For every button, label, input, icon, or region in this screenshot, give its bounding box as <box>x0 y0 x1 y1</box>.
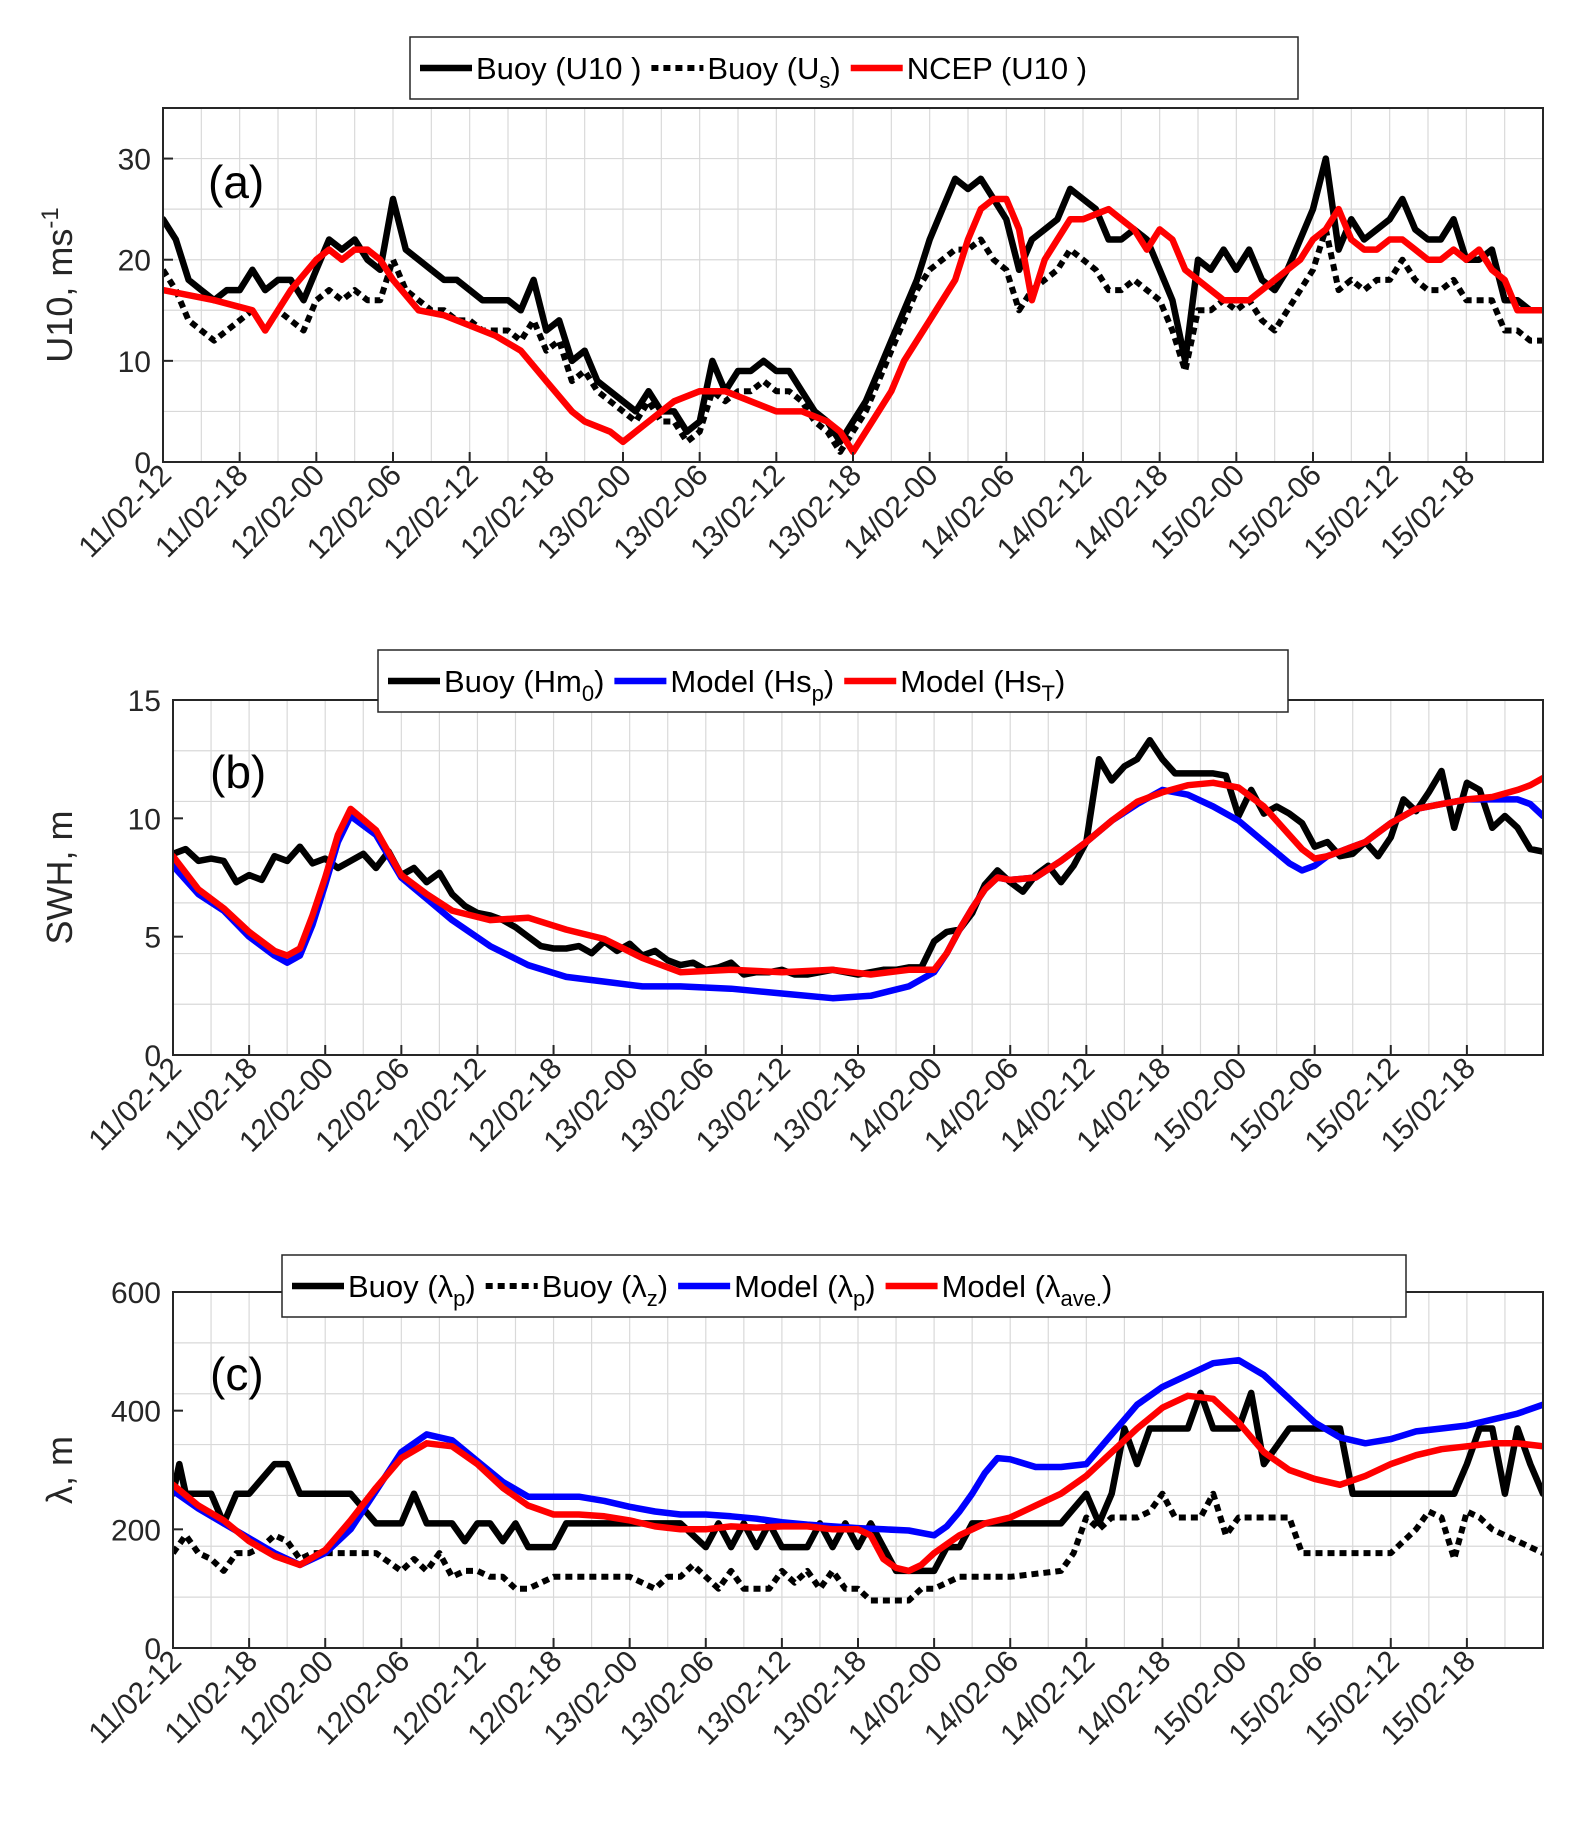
series-line-model-ave- <box>173 1392 1543 1575</box>
legend: Buoy (λp) Buoy (λz) Model (λp) Model (λave.… <box>281 1254 1407 1318</box>
y-tick-label: 200 <box>111 1514 161 1547</box>
series-line-ncep-u10- <box>163 195 1543 456</box>
panel-label: (c) <box>210 1348 264 1400</box>
legend: Buoy (Hm0) Model (Hsp) Model (HsT) <box>377 649 1289 713</box>
y-axis-label: U10, ms-1 <box>37 207 80 362</box>
panel-label: (a) <box>208 156 264 208</box>
legend-label: Buoy (Hm0) <box>444 664 604 706</box>
legend-label: Buoy (U10 ) <box>476 51 641 86</box>
y-tick-label: 10 <box>128 803 161 836</box>
series-line-model-hst- <box>173 774 1543 978</box>
legend-label: Model (λave.) <box>942 1269 1113 1311</box>
series-line-buoy-z- <box>173 1490 1543 1604</box>
series-line-buoy-p- <box>173 1389 1543 1575</box>
legend-label: Model (λp) <box>734 1269 875 1311</box>
legend-label: NCEP (U10 ) <box>907 51 1087 86</box>
y-tick-label: 0 <box>144 1633 161 1666</box>
series-line-model-p- <box>173 1356 1543 1569</box>
chart-panel-2: 05101511/02-1211/02-1812/02-0012/02-0612… <box>39 649 1544 1159</box>
y-tick-label: 30 <box>118 144 151 177</box>
series-group <box>173 736 1543 1002</box>
y-tick-label: 10 <box>118 346 151 379</box>
y-tick-label: 600 <box>111 1277 161 1310</box>
y-tick-label: 15 <box>128 685 161 718</box>
y-tick-label: 0 <box>144 1040 161 1073</box>
legend-box <box>377 649 1289 713</box>
chart-panel-1: 010203011/02-1211/02-1812/02-0012/02-061… <box>37 36 1544 566</box>
legend-label: Buoy (Us) <box>707 51 840 93</box>
series-group <box>163 155 1543 456</box>
y-axis-label: SWH, m <box>39 811 80 945</box>
y-tick-label: 400 <box>111 1396 161 1429</box>
legend-label: Model (Hsp) <box>670 664 834 706</box>
chart-panel-3: 020040060011/02-1211/02-1812/02-0012/02-… <box>39 1254 1544 1752</box>
y-tick-label: 20 <box>118 245 151 278</box>
series-line-buoy-us- <box>163 226 1543 455</box>
y-axis-label: λ, m <box>39 1436 80 1504</box>
legend-label: Buoy (λp) <box>348 1269 476 1311</box>
legend-label: Buoy (λz) <box>542 1269 668 1311</box>
y-tick-label: 0 <box>134 447 151 480</box>
series-line-buoy-u10- <box>163 155 1543 446</box>
panel-label: (b) <box>210 746 266 798</box>
y-tick-label: 5 <box>144 922 161 955</box>
legend: Buoy (U10 ) Buoy (Us) NCEP (U10 ) <box>409 36 1299 100</box>
legend-label: Model (HsT) <box>900 664 1065 706</box>
legend-box <box>281 1254 1407 1318</box>
series-group <box>173 1356 1543 1604</box>
